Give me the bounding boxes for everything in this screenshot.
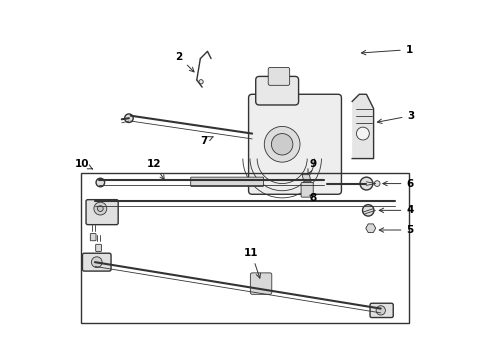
FancyBboxPatch shape (250, 273, 272, 294)
Text: 10: 10 (75, 159, 93, 169)
Text: 3: 3 (377, 111, 415, 123)
Text: 12: 12 (147, 159, 164, 180)
Circle shape (360, 177, 373, 190)
Circle shape (264, 126, 300, 162)
Circle shape (363, 204, 374, 216)
Circle shape (94, 202, 107, 215)
Text: 8: 8 (309, 193, 317, 203)
Polygon shape (352, 94, 373, 158)
Circle shape (124, 114, 133, 122)
FancyBboxPatch shape (191, 177, 264, 186)
Circle shape (376, 306, 386, 315)
Polygon shape (302, 175, 311, 182)
FancyBboxPatch shape (90, 234, 96, 241)
Bar (81, 173, 409, 323)
Text: 6: 6 (383, 179, 414, 189)
Circle shape (92, 257, 102, 267)
FancyBboxPatch shape (301, 183, 313, 197)
FancyBboxPatch shape (256, 76, 298, 105)
Circle shape (271, 134, 293, 155)
Text: 9: 9 (308, 159, 317, 174)
Text: 1: 1 (362, 45, 413, 55)
FancyBboxPatch shape (248, 94, 342, 194)
Circle shape (374, 181, 380, 186)
Circle shape (98, 206, 103, 211)
FancyBboxPatch shape (268, 67, 290, 85)
Text: 2: 2 (175, 52, 194, 72)
Text: 11: 11 (244, 248, 261, 278)
Circle shape (199, 80, 203, 84)
Polygon shape (366, 224, 376, 233)
FancyBboxPatch shape (96, 244, 101, 251)
Circle shape (356, 127, 369, 140)
FancyBboxPatch shape (370, 303, 393, 318)
Text: 5: 5 (379, 225, 414, 235)
FancyBboxPatch shape (86, 200, 118, 225)
Text: 7: 7 (200, 136, 213, 146)
Text: 4: 4 (379, 205, 414, 215)
FancyBboxPatch shape (82, 253, 111, 271)
Circle shape (96, 178, 104, 187)
